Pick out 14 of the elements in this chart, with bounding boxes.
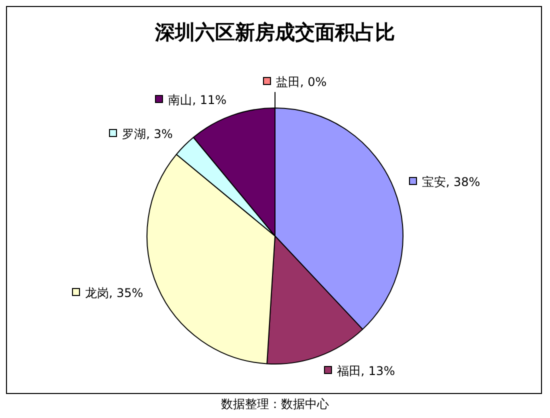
legend-label: 福田 xyxy=(336,364,361,378)
text: 数据整理：数据中心 xyxy=(221,397,329,412)
data-label: , 11% xyxy=(192,93,227,107)
chart-title: 深圳六区新房成交面积占比 xyxy=(154,20,395,44)
data-label: , 3% xyxy=(146,126,173,141)
data-label: , 35% xyxy=(108,286,144,300)
legend-label: 南山 xyxy=(168,93,192,107)
legend-label: 龙岗 xyxy=(84,286,109,300)
legend-label: 宝安 xyxy=(422,175,446,190)
data-label: , 38% xyxy=(446,175,480,190)
data-label: , 13% xyxy=(360,364,396,378)
legend-label: 罗湖 xyxy=(122,126,146,141)
legend-label: 盐田 xyxy=(276,74,300,88)
text: , 0% xyxy=(300,74,327,88)
